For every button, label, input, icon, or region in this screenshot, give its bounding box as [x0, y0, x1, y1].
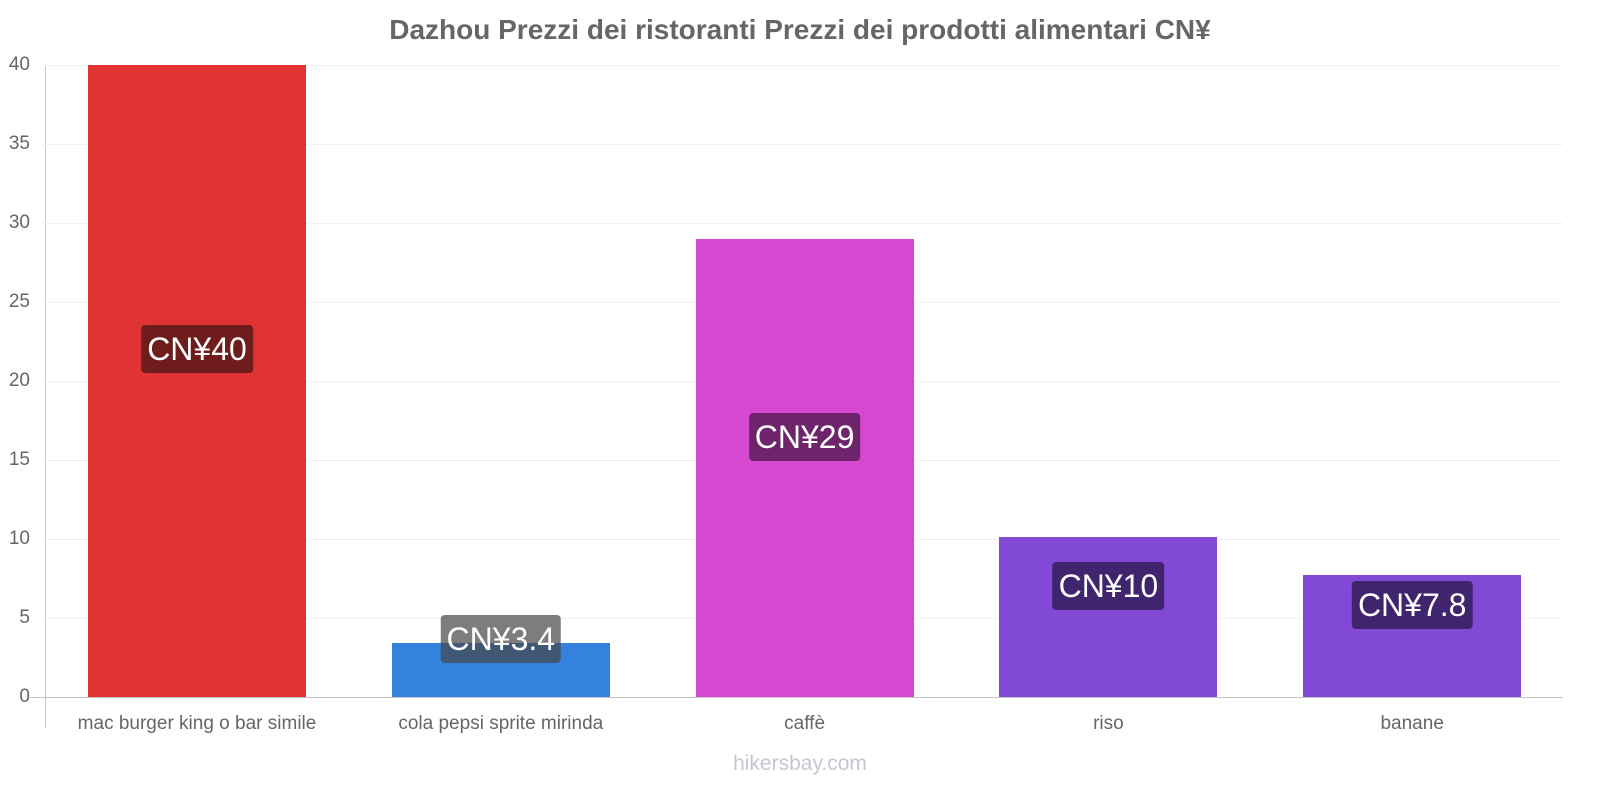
bar[interactable] [88, 65, 306, 697]
y-tick-label: 30 [8, 212, 30, 233]
y-tick-label: 15 [8, 449, 30, 470]
y-tick-label: 10 [8, 528, 30, 549]
bar-value-label: CN¥40 [141, 325, 253, 373]
gridline [45, 223, 1563, 224]
x-category-label: cola pepsi sprite mirinda [398, 713, 604, 734]
bar-value-label: CN¥7.8 [1351, 581, 1473, 629]
y-tick-label: 35 [8, 133, 30, 154]
y-tick-label: 0 [19, 686, 30, 707]
y-tick-label: 40 [8, 54, 30, 75]
y-tick-label: 5 [19, 607, 30, 628]
bar-value-label: CN¥10 [1052, 562, 1165, 610]
x-axis-line [30, 697, 1563, 698]
y-tick-label: 25 [8, 291, 30, 312]
source-watermark: hikersbay.com [733, 752, 867, 775]
x-category-label: mac burger king o bar simile [77, 713, 317, 734]
bar[interactable] [695, 238, 914, 697]
bar-value-label: CN¥29 [748, 413, 861, 461]
y-tick-label: 20 [8, 370, 30, 391]
gridline [45, 65, 1563, 66]
y-axis-line [45, 65, 46, 728]
x-category-label: banane [1380, 713, 1444, 734]
chart-title: Dazhou Prezzi dei ristoranti Prezzi dei … [389, 14, 1211, 45]
x-category-label: caffè [784, 713, 826, 734]
x-category-label: riso [1093, 713, 1124, 734]
bar-value-label: CN¥3.4 [440, 615, 562, 663]
gridline [45, 144, 1563, 145]
